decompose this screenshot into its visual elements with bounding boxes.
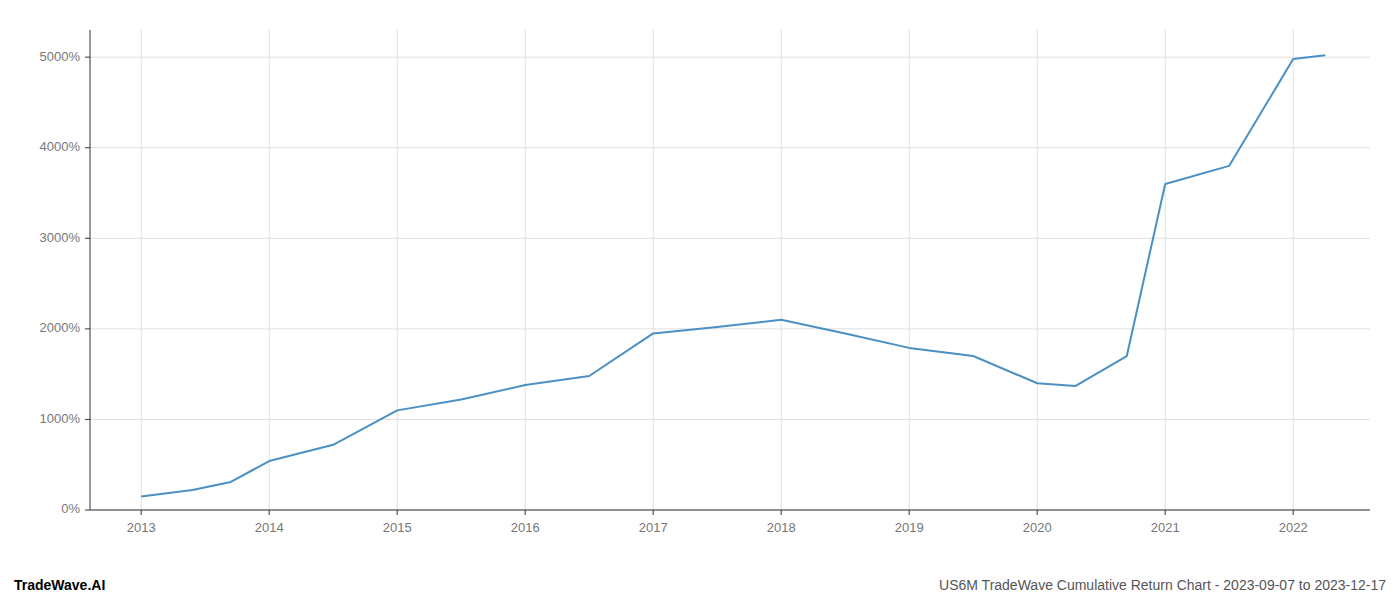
x-tick-label: 2018 [767, 520, 796, 535]
y-grid-line [90, 419, 1370, 420]
x-tick [269, 510, 270, 515]
y-tick-label: 1000% [40, 411, 81, 426]
x-axis-line [90, 510, 1370, 511]
x-tick [1293, 510, 1294, 515]
x-tick-label: 2020 [1023, 520, 1052, 535]
y-tick [85, 510, 90, 511]
x-tick [397, 510, 398, 515]
x-grid-line [909, 30, 910, 510]
x-tick [653, 510, 654, 515]
tick-labels: 0% 1000% 2000% 3000% 4000% 5000% 2013 2014 2015 2… [40, 49, 1308, 535]
y-tick-label: 3000% [40, 230, 81, 245]
footer-right: US6M TradeWave Cumulative Return Chart -… [939, 577, 1386, 593]
y-grid-line [90, 510, 1370, 511]
y-tick [85, 328, 90, 329]
x-grid-line [781, 30, 782, 510]
plot-data [141, 55, 1325, 496]
x-tick-label: 2015 [383, 520, 412, 535]
x-tick-label: 2013 [127, 520, 156, 535]
y-tick [85, 147, 90, 148]
x-grid-line [1037, 30, 1038, 510]
data-line [141, 55, 1325, 496]
x-tick [1037, 510, 1038, 515]
y-grid-line [90, 147, 1370, 148]
x-tick-label: 2019 [895, 520, 924, 535]
y-axis-line [90, 30, 91, 510]
x-tick [525, 510, 526, 515]
x-tick-label: 2016 [511, 520, 540, 535]
y-tick [85, 419, 90, 420]
x-tick [909, 510, 910, 515]
x-grid-line [1165, 30, 1166, 510]
x-tick [141, 510, 142, 515]
y-grid-line [90, 57, 1370, 58]
y-tick [85, 57, 90, 58]
x-grid-line [141, 30, 142, 510]
y-tick-label: 2000% [40, 320, 81, 335]
x-tick-label: 2022 [1279, 520, 1308, 535]
chart-container: 0% 1000% 2000% 3000% 4000% 5000% 2013 2014 2015 2… [0, 0, 1400, 600]
chart-svg: 0% 1000% 2000% 3000% 4000% 5000% 2013 2014 2015 2… [0, 0, 1400, 600]
y-tick-label: 0% [61, 501, 80, 516]
x-tick [1165, 510, 1166, 515]
footer-left: TradeWave.AI [14, 577, 105, 593]
x-tick [781, 510, 782, 515]
y-grid-line [90, 238, 1370, 239]
x-tick-label: 2021 [1151, 520, 1180, 535]
y-grid-line [90, 328, 1370, 329]
x-grid-line [397, 30, 398, 510]
x-tick-label: 2017 [639, 520, 668, 535]
x-grid-line [525, 30, 526, 510]
y-tick-label: 5000% [40, 49, 81, 64]
x-grid-line [653, 30, 654, 510]
y-tick [85, 238, 90, 239]
x-grid-line [269, 30, 270, 510]
x-grid-line [1293, 30, 1294, 510]
y-tick-label: 4000% [40, 139, 81, 154]
x-tick-label: 2014 [255, 520, 284, 535]
grid [90, 30, 1370, 510]
